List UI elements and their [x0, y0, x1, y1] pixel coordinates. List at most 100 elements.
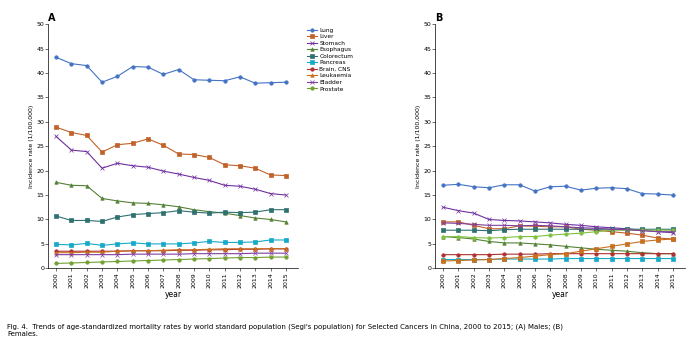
- Lung: [221, 79, 229, 83]
- Brain,CNS: [623, 251, 631, 256]
- Bladder: [144, 252, 152, 256]
- Pancreas: [174, 242, 183, 246]
- Leukaemia: [205, 247, 213, 251]
- Brain, CNS: [113, 249, 122, 253]
- Bladder: [251, 251, 260, 255]
- Esophagus: [485, 239, 493, 244]
- Liver: [439, 220, 447, 224]
- Lung: [282, 80, 290, 84]
- Pancreas: [129, 241, 137, 245]
- Cervix: [470, 222, 478, 226]
- Colorectum: [576, 227, 585, 231]
- Colorectum: [653, 227, 662, 231]
- Line: Colorectum: Colorectum: [55, 208, 288, 223]
- Colorectum: [190, 210, 198, 214]
- Brain,CNS: [561, 251, 570, 256]
- Colorectum: [221, 210, 229, 214]
- Brain, CNS: [52, 249, 60, 253]
- Esophagus: [251, 216, 260, 220]
- Leukaemia: [190, 248, 198, 252]
- Bladder: [236, 251, 244, 256]
- Brain,CNS: [608, 251, 616, 256]
- Colorectum: [608, 227, 616, 231]
- Colorectum: [266, 208, 275, 212]
- Lung: [52, 55, 60, 60]
- Line: Bladder: Bladder: [55, 251, 288, 256]
- Line: Leukaemia: Leukaemia: [55, 247, 288, 255]
- Line: Prostate: Prostate: [55, 255, 288, 265]
- Uterus: [592, 257, 601, 261]
- Bladder: [205, 251, 213, 256]
- Pancreas: [266, 238, 275, 242]
- Liver: [52, 125, 60, 129]
- Esophagus: [653, 251, 662, 256]
- Thyroid: [546, 252, 554, 257]
- Colorectum: [82, 218, 91, 223]
- Liver: [500, 227, 509, 231]
- Prostate: [129, 259, 137, 263]
- Stomach: [159, 169, 167, 173]
- Esophagus: [608, 248, 616, 252]
- Breast: [576, 231, 585, 235]
- Brain,CNS: [470, 252, 478, 257]
- Liver: [516, 224, 524, 228]
- Uterus: [638, 257, 646, 261]
- Colorectum: [592, 227, 601, 231]
- Line: Brain, CNS: Brain, CNS: [55, 247, 288, 253]
- Cervix: [592, 226, 601, 230]
- Cervix: [638, 229, 646, 233]
- Lung: [67, 62, 75, 66]
- Esophagus: [205, 209, 213, 214]
- Leukaemia: [221, 247, 229, 251]
- Lung: [82, 64, 91, 68]
- Breast: [623, 228, 631, 232]
- Stomach: [638, 228, 646, 232]
- Esophagus: [174, 205, 183, 209]
- Colorectum: [561, 227, 570, 231]
- Pancreas: [98, 243, 106, 247]
- Stomach: [531, 220, 539, 224]
- Pancreas: [236, 240, 244, 245]
- Brain, CNS: [174, 248, 183, 252]
- Prostate: [236, 256, 244, 260]
- Thyroid: [592, 247, 601, 251]
- Pancreas: [113, 242, 122, 246]
- Brain, CNS: [67, 249, 75, 253]
- Thyroid: [454, 258, 462, 262]
- Leukaemia: [282, 247, 290, 251]
- Stomach: [129, 164, 137, 168]
- Liver: [561, 225, 570, 229]
- Thyroid: [485, 257, 493, 261]
- Liver: [190, 152, 198, 157]
- Lung: [653, 192, 662, 196]
- Brain, CNS: [251, 247, 260, 251]
- Colorectum: [531, 227, 539, 231]
- Stomach: [98, 166, 106, 170]
- Esophagus: [470, 237, 478, 241]
- Lung: [236, 75, 244, 79]
- Text: A: A: [48, 13, 56, 23]
- Bladder: [129, 252, 137, 256]
- Bladder: [190, 251, 198, 256]
- Prostate: [82, 260, 91, 265]
- Line: Pancreas: Pancreas: [55, 238, 288, 247]
- Cervix: [500, 223, 509, 227]
- Lung: [113, 74, 122, 78]
- Esophagus: [236, 214, 244, 218]
- Thyroid: [653, 238, 662, 242]
- Stomach: [592, 225, 601, 229]
- Liver: [129, 141, 137, 145]
- Stomach: [546, 221, 554, 225]
- Thyroid: [623, 242, 631, 246]
- Brain, CNS: [129, 249, 137, 253]
- Brain,CNS: [500, 252, 509, 256]
- Prostate: [159, 258, 167, 262]
- Esophagus: [576, 246, 585, 250]
- Breast: [638, 228, 646, 232]
- Colorectum: [623, 227, 631, 231]
- Breast: [470, 236, 478, 240]
- Uterus: [485, 257, 493, 261]
- Stomach: [608, 226, 616, 230]
- Lung: [668, 193, 677, 197]
- Line: Esophagus: Esophagus: [441, 235, 675, 255]
